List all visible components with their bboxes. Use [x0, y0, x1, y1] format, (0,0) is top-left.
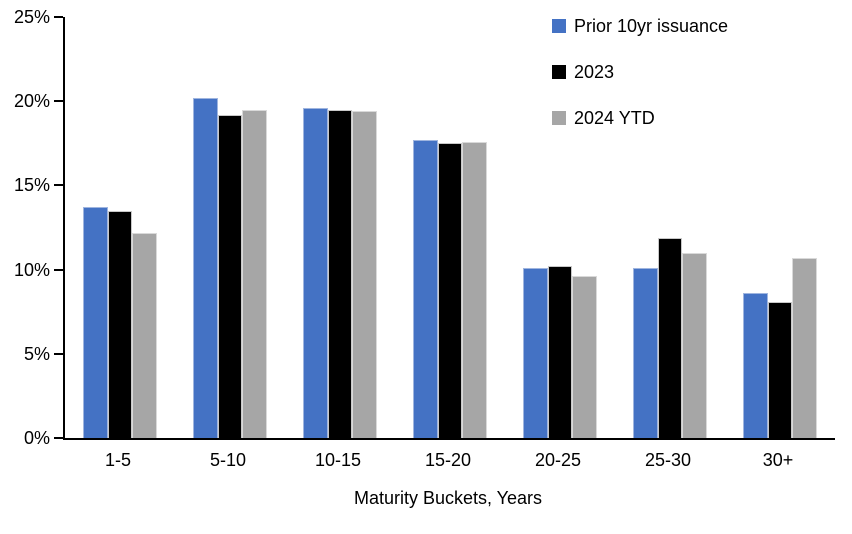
y-tick-mark: [54, 268, 63, 271]
x-axis-labels: 1-5 5-10 10-15 15-20 20-25 25-30 30+: [63, 449, 833, 471]
legend-item: Prior 10yr issuance: [552, 16, 728, 36]
legend-item: 2023: [552, 62, 728, 82]
bar-series-2-cat-6: [792, 257, 817, 438]
y-tick-label: 20%: [13, 91, 50, 112]
bar-series-1-cat-6: [767, 301, 793, 438]
y-tick-mark: [54, 16, 63, 18]
legend-swatch-icon: [552, 65, 566, 79]
bar-series-2-cat-2: [352, 111, 377, 438]
bar-series-1-cat-1: [217, 114, 243, 438]
bar-series-0-cat-6: [743, 293, 768, 438]
bar-series-0-cat-1: [193, 97, 218, 438]
bar-group: [175, 17, 285, 438]
x-tick-label: 15-20: [424, 450, 472, 470]
bar-series-2-cat-5: [682, 252, 707, 438]
bar-group: [285, 17, 395, 438]
bar-series-2-cat-4: [572, 276, 597, 438]
bar-group: [505, 17, 615, 438]
plot-groups: [65, 17, 835, 438]
legend-label: Prior 10yr issuance: [574, 16, 729, 36]
y-tick-mark: [54, 184, 63, 187]
x-tick-label: 30+: [762, 450, 794, 470]
bar-series-0-cat-4: [523, 267, 548, 438]
y-tick-mark: [54, 437, 63, 439]
y-tick-label: 5%: [23, 343, 50, 364]
legend-swatch-icon: [552, 19, 566, 33]
y-tick-label: 25%: [13, 7, 50, 27]
y-tick-label: 0%: [23, 428, 50, 448]
legend-label: 2023: [574, 62, 615, 82]
bar-series-0-cat-5: [633, 267, 658, 438]
x-tick-label: 1-5: [104, 450, 131, 470]
y-axis-ticks: [54, 16, 63, 439]
x-tick-label: 10-15: [314, 450, 362, 470]
bar-series-1-cat-4: [547, 266, 573, 438]
y-tick-label: 15%: [13, 175, 50, 196]
bar-group: [725, 17, 835, 438]
legend-swatch-icon: [552, 111, 566, 125]
bar-group: [65, 17, 175, 438]
y-axis-labels: 0% 5% 10% 15% 20% 25%: [0, 7, 50, 448]
x-tick-label: 5-10: [209, 450, 247, 470]
x-tick-label: 20-25: [534, 450, 582, 470]
x-tick-label: 25-30: [644, 450, 692, 470]
legend: Prior 10yr issuance 2023 2024 YTD: [552, 16, 728, 154]
bar-series-1-cat-3: [437, 143, 463, 438]
bar-series-2-cat-3: [462, 141, 487, 438]
y-tick-mark: [54, 352, 63, 355]
legend-label: 2024 YTD: [574, 108, 655, 128]
bar-series-1-cat-0: [107, 210, 133, 438]
y-tick-mark: [54, 100, 63, 103]
plot-area: [63, 17, 835, 440]
bar-series-0-cat-3: [413, 139, 438, 438]
bar-series-1-cat-2: [327, 109, 353, 438]
bar-series-0-cat-0: [83, 207, 108, 438]
bar-series-2-cat-1: [242, 109, 267, 438]
bar-series-1-cat-5: [657, 237, 683, 438]
bar-series-0-cat-2: [303, 107, 328, 438]
bar-series-2-cat-0: [132, 232, 157, 438]
y-tick-label: 10%: [13, 259, 50, 280]
legend-item: 2024 YTD: [552, 108, 728, 128]
bar-group: [395, 17, 505, 438]
x-axis-title: Maturity Buckets, Years: [353, 488, 543, 508]
bar-group: [615, 17, 725, 438]
